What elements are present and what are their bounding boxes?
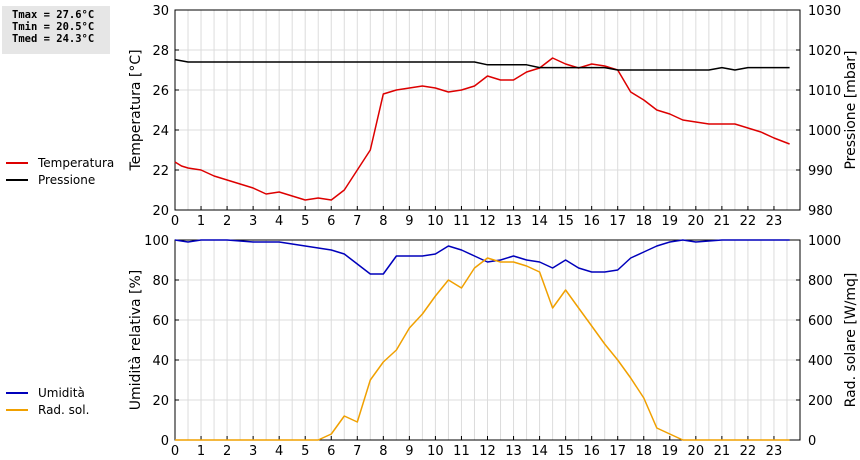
x-tick-label: 21 <box>714 214 731 229</box>
x-tick-label: 9 <box>405 214 413 229</box>
y-tick-label: 60 <box>152 314 169 329</box>
legend-top: Temperatura Pressione <box>6 154 114 188</box>
x-tick-label: 8 <box>379 214 387 229</box>
x-tick-label: 16 <box>583 444 600 459</box>
y2-tick-label: 800 <box>808 274 833 289</box>
x-tick-label: 15 <box>557 214 574 229</box>
y-tick-label: 20 <box>152 204 169 219</box>
x-tick-label: 3 <box>249 214 257 229</box>
x-tick-label: 16 <box>583 214 600 229</box>
legend-bottom: Umidità Rad. sol. <box>6 384 89 418</box>
x-tick-label: 18 <box>635 214 652 229</box>
y2-tick-label: 1020 <box>808 44 841 59</box>
x-tick-label: 15 <box>557 444 574 459</box>
y2-tick-label: 1030 <box>808 4 841 19</box>
y2-tick-label: 1010 <box>808 84 841 99</box>
x-tick-label: 5 <box>301 214 309 229</box>
x-tick-label: 17 <box>609 444 626 459</box>
y-tick-label: 30 <box>152 4 169 19</box>
legend-swatch-pressione <box>6 178 28 181</box>
y-tick-label: 0 <box>161 434 169 449</box>
legend-item: Umidità <box>6 384 89 401</box>
x-tick-label: 22 <box>740 444 757 459</box>
legend-label-pressione: Pressione <box>38 172 96 187</box>
y-tick-label: 40 <box>152 354 169 369</box>
y2-axis-title: Pressione [mbar] <box>843 50 859 169</box>
x-tick-label: 0 <box>171 214 179 229</box>
x-tick-label: 10 <box>427 214 444 229</box>
x-tick-label: 14 <box>531 214 548 229</box>
x-tick-label: 2 <box>223 214 231 229</box>
tmed-stat: Tmed = 24.3°C <box>12 33 95 45</box>
legend-swatch-umidita <box>6 391 28 394</box>
legend-label-umidita: Umidità <box>38 385 85 400</box>
x-tick-label: 9 <box>405 444 413 459</box>
y-tick-label: 100 <box>144 234 169 249</box>
y2-tick-label: 1000 <box>808 124 841 139</box>
x-tick-label: 1 <box>197 214 205 229</box>
x-tick-label: 12 <box>479 444 496 459</box>
x-tick-label: 11 <box>453 444 470 459</box>
x-tick-label: 6 <box>327 444 335 459</box>
x-tick-label: 4 <box>275 444 283 459</box>
x-tick-label: 11 <box>453 214 470 229</box>
x-tick-label: 8 <box>379 444 387 459</box>
x-tick-label: 5 <box>301 444 309 459</box>
x-tick-label: 13 <box>505 444 522 459</box>
y-tick-label: 24 <box>152 124 169 139</box>
y-tick-label: 20 <box>152 394 169 409</box>
y2-tick-label: 980 <box>808 204 833 219</box>
series-line-temperatura <box>174 57 790 201</box>
x-tick-label: 4 <box>275 214 283 229</box>
y2-tick-label: 1000 <box>808 234 841 249</box>
y2-tick-label: 600 <box>808 314 833 329</box>
x-tick-label: 6 <box>327 214 335 229</box>
y-tick-label: 26 <box>152 84 169 99</box>
legend-item: Pressione <box>6 171 114 188</box>
x-tick-label: 13 <box>505 214 522 229</box>
legend-label-temperatura: Temperatura <box>38 155 115 170</box>
legend-label-radsol: Rad. sol. <box>38 402 90 417</box>
legend-item: Rad. sol. <box>6 401 89 418</box>
x-tick-label: 23 <box>766 214 783 229</box>
legend-swatch-radsol <box>6 408 28 411</box>
x-tick-label: 3 <box>249 444 257 459</box>
y-axis-title: Temperatura [°C] <box>128 49 144 171</box>
x-tick-label: 7 <box>353 444 361 459</box>
x-tick-label: 10 <box>427 444 444 459</box>
x-tick-label: 2 <box>223 444 231 459</box>
series-line-pressione <box>174 58 790 71</box>
tmin-stat: Tmin = 20.5°C <box>12 21 95 33</box>
x-tick-label: 7 <box>353 214 361 229</box>
y-axis-title: Umidità relativa [%] <box>128 270 144 411</box>
x-tick-label: 0 <box>171 444 179 459</box>
stats-box: Tmax = 27.6°C Tmin = 20.5°C Tmed = 24.3°… <box>2 6 110 54</box>
x-tick-label: 20 <box>688 444 705 459</box>
x-tick-label: 17 <box>609 214 626 229</box>
y2-tick-label: 200 <box>808 394 833 409</box>
series-line-rad-sol <box>175 257 790 441</box>
x-tick-label: 19 <box>662 214 679 229</box>
x-tick-label: 21 <box>714 444 731 459</box>
tmax-stat: Tmax = 27.6°C <box>12 9 95 21</box>
x-tick-label: 1 <box>197 444 205 459</box>
y-tick-label: 22 <box>152 164 169 179</box>
y2-axis-title: Rad. solare [W/mq] <box>843 273 859 408</box>
x-tick-label: 22 <box>740 214 757 229</box>
x-tick-label: 14 <box>531 444 548 459</box>
legend-item: Temperatura <box>6 154 114 171</box>
y2-tick-label: 990 <box>808 164 833 179</box>
y2-tick-label: 400 <box>808 354 833 369</box>
x-tick-label: 18 <box>635 444 652 459</box>
y-tick-label: 80 <box>152 274 169 289</box>
series-line-umidit <box>174 239 790 275</box>
x-tick-label: 19 <box>662 444 679 459</box>
legend-swatch-temperatura <box>6 161 28 164</box>
x-tick-label: 20 <box>688 214 705 229</box>
x-tick-label: 12 <box>479 214 496 229</box>
x-tick-label: 23 <box>766 444 783 459</box>
y-tick-label: 28 <box>152 44 169 59</box>
y2-tick-label: 0 <box>808 434 816 449</box>
